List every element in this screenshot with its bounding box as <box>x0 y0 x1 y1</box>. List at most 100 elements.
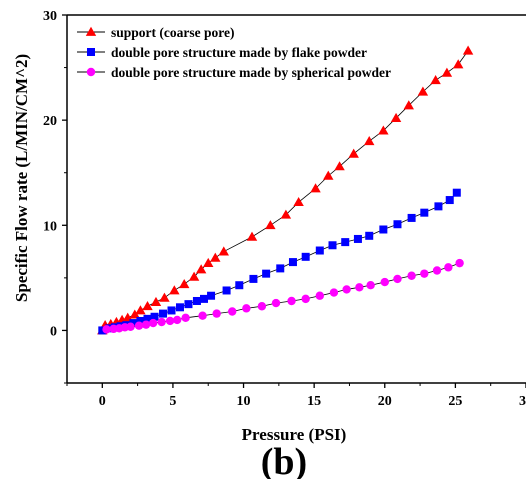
data-point <box>188 271 200 281</box>
data-point <box>301 252 310 261</box>
data-point <box>420 269 429 278</box>
data-point <box>365 231 374 240</box>
data-point <box>195 264 207 274</box>
data-point <box>242 304 251 313</box>
data-point <box>222 286 231 295</box>
data-point <box>379 225 388 234</box>
data-point <box>366 281 375 290</box>
data-point <box>265 220 276 230</box>
data-point <box>159 309 168 318</box>
data-point <box>246 231 258 241</box>
data-point <box>102 325 111 334</box>
data-point <box>407 213 416 222</box>
data-point <box>380 277 389 287</box>
data-point <box>181 313 190 323</box>
x-axis-ticks: 0 5 10 15 20 25 30 <box>66 383 526 409</box>
data-point <box>288 258 297 267</box>
data-point <box>207 291 216 300</box>
data-point <box>129 309 140 319</box>
data-point <box>192 296 201 305</box>
data-point <box>315 291 325 300</box>
data-point <box>210 252 221 262</box>
series-2 <box>98 188 461 335</box>
data-point <box>432 266 442 275</box>
legend-marker <box>86 67 96 77</box>
data-point <box>126 322 135 331</box>
data-point <box>441 67 453 77</box>
x-tick-label: 30 <box>519 394 526 409</box>
data-point <box>353 234 362 243</box>
series-3 <box>102 258 464 334</box>
data-point <box>150 312 159 321</box>
x-tick-label: 0 <box>99 394 106 409</box>
data-point <box>276 264 285 273</box>
data-point <box>159 292 170 302</box>
data-point <box>179 278 190 289</box>
data-point <box>257 302 267 311</box>
data-point <box>445 196 454 205</box>
data-point <box>167 306 176 315</box>
data-point <box>165 316 175 326</box>
legend-item: double pore structure made by spherical … <box>77 65 391 80</box>
data-point <box>262 269 271 278</box>
data-point <box>341 238 350 247</box>
y-axis-title: Specific Flow rate (L/MIN/CM^2) <box>12 54 31 302</box>
series-1 <box>97 45 474 335</box>
data-point <box>218 246 229 256</box>
data-point <box>203 257 214 268</box>
legend-label: support (coarse pore) <box>111 25 234 40</box>
data-point <box>175 303 184 312</box>
panel-label: (b) <box>261 441 307 479</box>
data-point <box>212 309 221 318</box>
data-point <box>98 326 107 335</box>
data-point <box>455 258 464 268</box>
legend-marker <box>85 26 97 36</box>
data-point <box>280 209 292 219</box>
series-layer <box>97 45 474 335</box>
data-point <box>134 321 144 330</box>
data-point <box>172 315 182 325</box>
data-point <box>407 271 416 280</box>
y-tick-label: 30 <box>43 9 57 24</box>
data-point <box>453 59 464 69</box>
plot-frame <box>66 14 526 384</box>
data-point <box>249 274 258 283</box>
x-tick-label: 5 <box>169 394 176 409</box>
data-point <box>135 305 146 315</box>
data-point <box>390 112 402 122</box>
x-tick-label: 20 <box>378 394 392 409</box>
series-line <box>101 50 469 331</box>
data-point <box>199 294 208 303</box>
y-tick-label: 0 <box>50 324 57 339</box>
legend-label: double pore structure made by spherical … <box>111 65 391 80</box>
data-point <box>393 274 402 284</box>
data-point <box>430 74 441 85</box>
data-point <box>150 296 162 306</box>
data-point <box>301 294 310 304</box>
data-point <box>403 100 414 110</box>
data-point <box>235 281 244 290</box>
y-tick-label: 10 <box>43 219 57 234</box>
data-point <box>136 316 145 325</box>
data-point <box>420 208 429 217</box>
data-point <box>169 285 180 295</box>
data-point <box>462 45 474 55</box>
data-point <box>315 246 324 255</box>
data-point <box>329 288 339 297</box>
y-axis-ticks: 0 10 20 30 <box>43 9 67 384</box>
data-point <box>228 307 237 316</box>
data-point <box>148 318 158 328</box>
data-point <box>198 311 207 320</box>
data-point <box>342 285 351 294</box>
data-point <box>141 320 151 329</box>
data-point <box>355 283 364 292</box>
series-line <box>102 192 458 331</box>
legend-item: double pore structure made by flake powd… <box>77 45 367 60</box>
legend-item: support (coarse pore) <box>77 25 234 40</box>
data-point <box>393 220 402 229</box>
data-point <box>310 183 321 193</box>
data-point <box>293 196 304 207</box>
data-point <box>444 263 453 272</box>
data-point <box>452 188 461 197</box>
